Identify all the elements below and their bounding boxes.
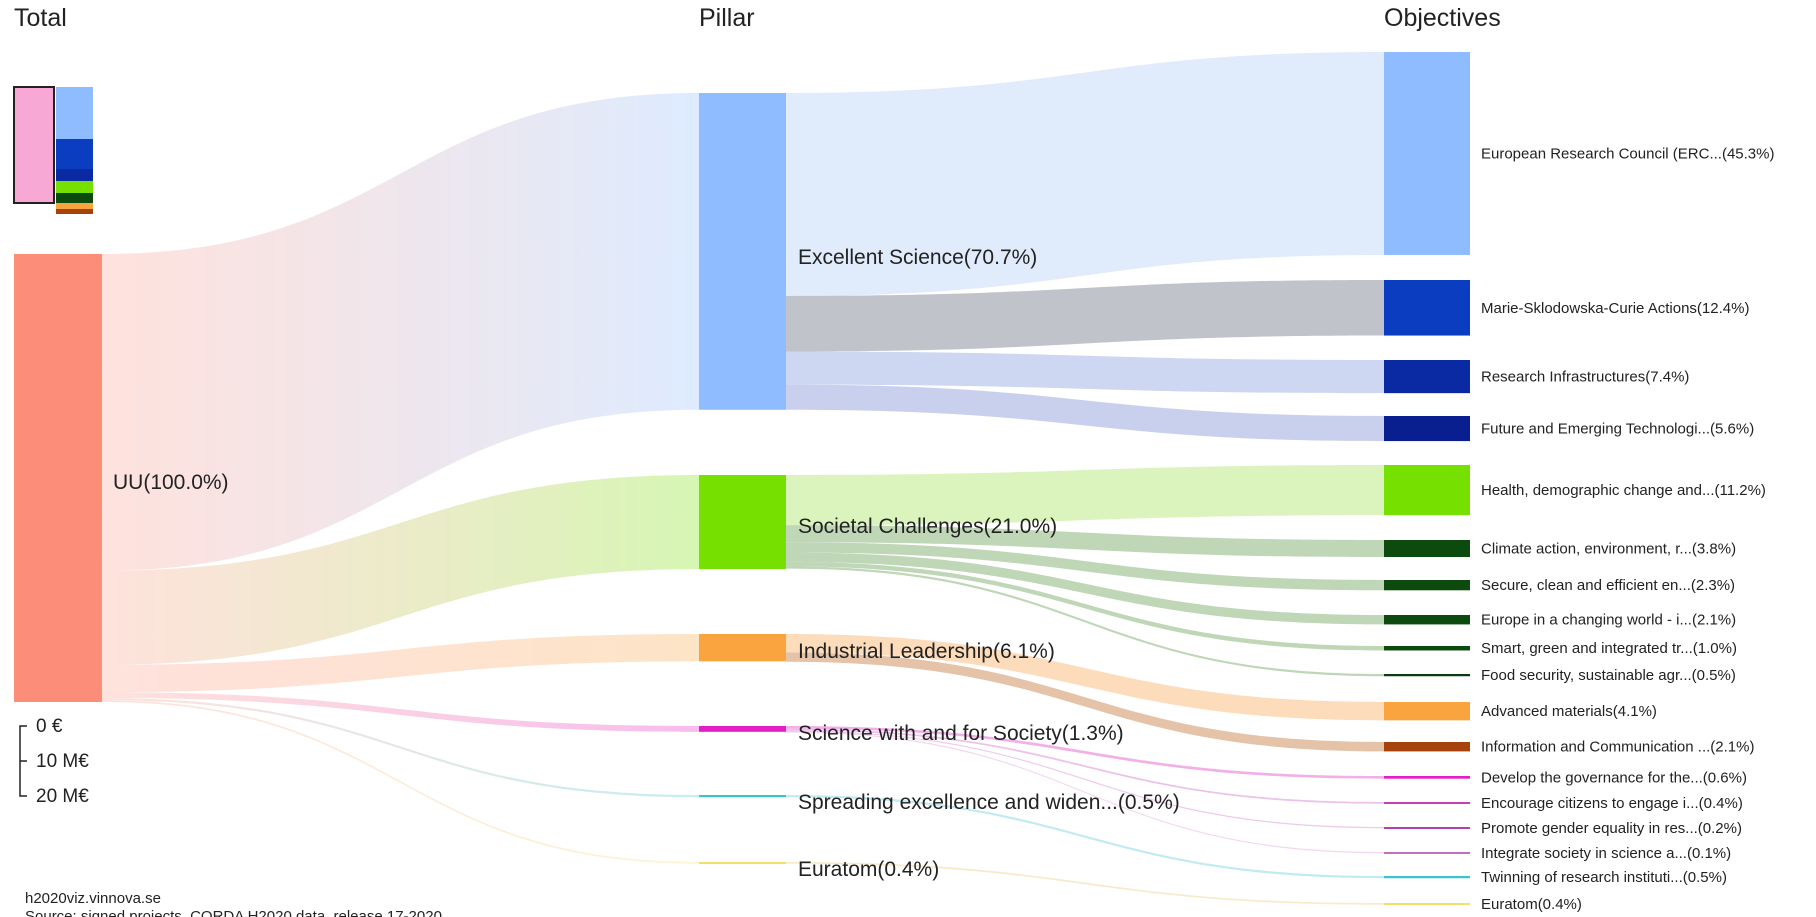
flow-swfs-objective[interactable] (786, 728, 1384, 804)
objective-label: Advanced materials(4.1%) (1481, 703, 1657, 720)
node-objective[interactable] (1384, 903, 1470, 905)
node-objective[interactable] (1384, 416, 1470, 442)
node-pillar-eur[interactable] (699, 862, 786, 864)
scale-tick-label: 20 M€ (36, 786, 89, 807)
flow-total-to-il[interactable] (102, 634, 699, 693)
scale-tick-label: 0 € (36, 716, 63, 737)
overview-bar (56, 139, 93, 169)
pillar-label-il: Industrial Leadership(6.1%) (798, 640, 1055, 663)
overview-bar (56, 181, 93, 193)
flow-eur-objective[interactable] (786, 862, 1384, 905)
objective-label: Smart, green and integrated tr...(1.0%) (1481, 640, 1737, 657)
overview-bar (56, 209, 93, 214)
node-objective[interactable] (1384, 615, 1470, 625)
total-column-header: Total (14, 4, 67, 32)
objective-label: Research Infrastructures(7.4%) (1481, 369, 1689, 386)
objective-label: Euratom(0.4%) (1481, 896, 1582, 913)
node-objective[interactable] (1384, 876, 1470, 879)
objective-label: European Research Council (ERC...(45.3%) (1481, 145, 1774, 162)
objective-label: Health, demographic change and...(11.2%) (1481, 482, 1766, 499)
objective-label: Encourage citizens to engage i...(0.4%) (1481, 795, 1743, 812)
node-objective[interactable] (1384, 742, 1470, 752)
node-pillar-swfs[interactable] (699, 726, 786, 732)
flow-sc-objective[interactable] (786, 552, 1384, 625)
objective-label: Integrate society in science a...(0.1%) (1481, 845, 1731, 862)
flow-il-objective[interactable] (786, 652, 1384, 752)
flow-sc-objective[interactable] (786, 525, 1384, 558)
node-objective[interactable] (1384, 802, 1470, 804)
objective-label: Climate action, environment, r...(3.8%) (1481, 541, 1736, 558)
objectives-column-header: Objectives (1384, 4, 1501, 32)
node-objective[interactable] (1384, 827, 1470, 829)
pillar-column-header: Pillar (699, 4, 755, 32)
objective-label: Develop the governance for the...(0.6%) (1481, 769, 1747, 786)
node-objective[interactable] (1384, 702, 1470, 721)
objective-label: Europe in a changing world - i...(2.1%) (1481, 612, 1736, 629)
node-labels: UU(100.0%) Excellent Science(70.7%) Societ… (113, 145, 1774, 913)
flow-sew-objective[interactable] (786, 795, 1384, 879)
flow-swfs-objective[interactable] (786, 731, 1384, 854)
pillar-label-sew: Spreading excellence and widen...(0.5%) (798, 791, 1180, 814)
objective-label: Secure, clean and efficient en...(2.3%) (1481, 577, 1735, 594)
node-pillar-es[interactable] (699, 93, 786, 410)
overview-bar (56, 203, 93, 209)
flow-es-objective[interactable] (786, 384, 1384, 442)
flow-swfs-objective[interactable] (786, 730, 1384, 829)
overview-bar (56, 169, 93, 181)
nodes (14, 52, 1470, 905)
objective-label: Food security, sustainable agr...(0.5%) (1481, 667, 1736, 684)
node-objective[interactable] (1384, 674, 1470, 677)
overview-frame[interactable] (13, 86, 55, 204)
node-objective[interactable] (1384, 540, 1470, 558)
flow-total-to-sew[interactable] (102, 697, 699, 798)
node-total-label: UU(100.0%) (113, 471, 229, 494)
flow-es-objective[interactable] (786, 280, 1384, 352)
pillar-label-eur: Euratom(0.4%) (798, 858, 939, 881)
objective-label: Future and Emerging Technologi...(5.6%) (1481, 421, 1754, 438)
node-pillar-il[interactable] (699, 634, 786, 662)
node-total[interactable] (14, 254, 102, 702)
flow-swfs-objective[interactable] (786, 726, 1384, 779)
overview-bar (56, 193, 93, 203)
objective-label: Information and Communication ...(2.1%) (1481, 739, 1754, 756)
overview-bar (56, 87, 93, 139)
flow-sc-objective[interactable] (786, 561, 1384, 651)
node-objective[interactable] (1384, 52, 1470, 255)
flow-total-to-swfs[interactable] (102, 692, 699, 732)
node-objective[interactable] (1384, 360, 1470, 394)
flow-es-objective[interactable] (786, 52, 1384, 296)
objective-label: Marie-Sklodowska-Curie Actions(12.4%) (1481, 300, 1749, 317)
flow-sc-objective[interactable] (786, 566, 1384, 677)
node-objective[interactable] (1384, 465, 1470, 516)
node-objective[interactable] (1384, 852, 1470, 854)
node-objective[interactable] (1384, 646, 1470, 651)
footer-source: Source: signed projects, CORDA H2020 dat… (25, 908, 442, 917)
flow-links (102, 52, 1384, 905)
flow-il-objective[interactable] (786, 634, 1384, 721)
node-objective[interactable] (1384, 280, 1470, 336)
footer-site: h2020viz.vinnova.se (25, 890, 161, 907)
flow-total-to-es[interactable] (102, 93, 699, 571)
flow-sc-objective[interactable] (786, 465, 1384, 526)
pillar-label-es: Excellent Science(70.7%) (798, 246, 1037, 269)
scale-legend: 0 € 10 M€ 20 M€ (19, 716, 89, 807)
flow-total-to-sc[interactable] (102, 475, 699, 665)
scale-bracket (19, 725, 27, 797)
node-pillar-sc[interactable] (699, 475, 786, 570)
scale-tick-label: 10 M€ (36, 751, 89, 772)
node-objective[interactable] (1384, 776, 1470, 779)
node-pillar-sew[interactable] (699, 795, 786, 798)
pillar-label-sc: Societal Challenges(21.0%) (798, 515, 1057, 538)
flow-total-to-eur[interactable] (102, 700, 699, 864)
flow-es-objective[interactable] (786, 351, 1384, 394)
flow-sc-objective[interactable] (786, 542, 1384, 591)
node-objective[interactable] (1384, 580, 1470, 591)
pillar-label-swfs: Science with and for Society(1.3%) (798, 722, 1124, 745)
objective-label: Promote gender equality in res...(0.2%) (1481, 820, 1742, 837)
overview-minimap[interactable] (13, 86, 93, 214)
objective-label: Twinning of research instituti...(0.5%) (1481, 869, 1727, 886)
